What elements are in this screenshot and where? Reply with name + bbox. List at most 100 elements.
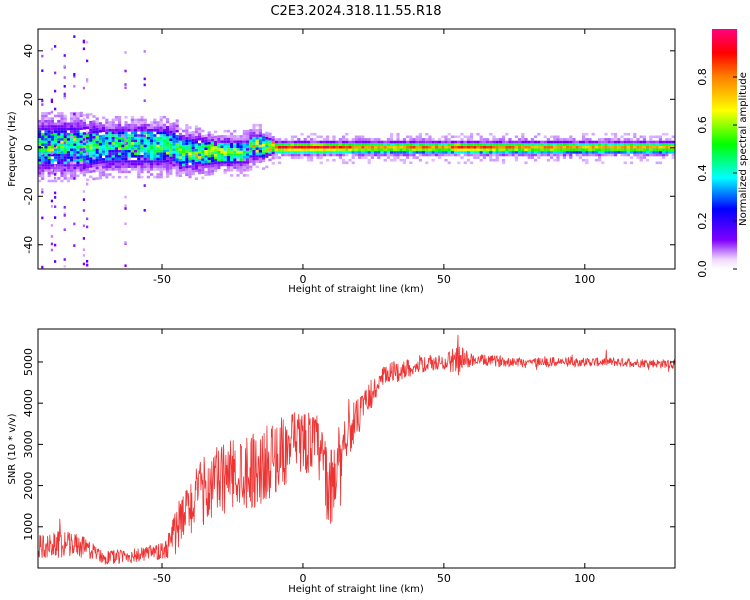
spectrogram-cell (284, 153, 288, 157)
spectrogram-cell (614, 138, 618, 141)
spectrogram-cell (223, 142, 227, 146)
spectrogram-cell (252, 155, 256, 158)
spectrogram-cell (66, 143, 70, 146)
spectrogram-cell (143, 129, 147, 132)
spectrogram-cell (236, 168, 240, 172)
spectrogram-cell (473, 145, 477, 149)
spectrogram-cell (450, 148, 454, 152)
spectrogram-cell (505, 151, 509, 154)
spectrogram-cell (358, 151, 362, 154)
spectrogram-cell (553, 138, 557, 141)
spectrogram-cell (143, 152, 147, 155)
spectrogram-cell (473, 148, 477, 152)
spectrogram-cell (537, 143, 541, 146)
spectrogram-cell (63, 151, 67, 154)
spectrogram-cell (57, 135, 61, 139)
spectrogram-cell (38, 122, 42, 126)
spectrogram-cell (262, 151, 266, 155)
spectrogram-cell (594, 140, 598, 144)
spectrogram-cell (217, 161, 221, 164)
spectrogram-cell (556, 138, 560, 141)
spectrogram-cell (86, 155, 90, 158)
spectrogram-cell (70, 119, 74, 123)
spectrogram-cell (57, 132, 61, 136)
spectrogram-cell (649, 153, 653, 157)
spectrogram-cell (194, 154, 198, 157)
spectrogram-cell (108, 139, 112, 142)
spectrogram-cell (82, 163, 86, 166)
spectrogram-cell (377, 140, 381, 144)
spectrogram-cell (329, 143, 333, 146)
spectrogram-cell (134, 121, 138, 124)
spectrogram-cell (425, 132, 429, 136)
spectrogram-cell (486, 143, 490, 146)
spectrogram-cell (556, 143, 560, 146)
spectrogram-cell (361, 140, 365, 144)
spectrogram-cell (143, 144, 147, 148)
spectrogram-cell (610, 151, 614, 154)
spectrogram-cell (54, 135, 58, 139)
spectrogram-cell (262, 167, 266, 170)
spectrogram-cell (108, 136, 112, 140)
spectrogram-cell (54, 138, 58, 141)
spectrogram-cell (431, 148, 435, 152)
spectrogram-cell (207, 162, 211, 166)
spectrogram-cell (166, 159, 170, 163)
spectrogram-cell (191, 164, 195, 168)
spectrogram-cell (310, 153, 314, 157)
spectrogram-cell (236, 148, 240, 151)
spectrogram-cell (290, 143, 294, 146)
spectrogram-cell (130, 165, 134, 168)
spectrogram-cell (578, 145, 582, 149)
spectrogram-cell (60, 158, 64, 162)
spectrogram-cell (418, 140, 422, 144)
spectrogram-cell (70, 112, 74, 115)
spectrogram-cell (271, 141, 275, 144)
spectrogram-cell (642, 135, 646, 139)
spectrogram-cell (502, 161, 506, 165)
spectrogram-cell (342, 158, 346, 162)
spectrogram-cell (172, 161, 176, 164)
spectrogram-cell (518, 143, 522, 146)
spectrogram-cell (438, 151, 442, 154)
spectrogram-cell (95, 159, 99, 162)
spectrogram-cell (214, 169, 218, 173)
spectrogram-cell (153, 136, 157, 140)
spectrogram-cell (38, 138, 42, 141)
spectrogram-cell (626, 145, 630, 149)
spectrogram-cell (316, 145, 320, 149)
spectrogram-cell (396, 143, 400, 146)
spectrogram-cell (553, 148, 557, 152)
spectrogram-cell (636, 153, 640, 157)
spectrogram-cell (617, 151, 621, 154)
spectrogram-cell (434, 145, 438, 149)
spectrogram-cell (652, 143, 656, 146)
spectrogram-cell (95, 127, 99, 131)
spectrogram-cell (297, 145, 301, 149)
spectrogram-cell (380, 148, 384, 152)
spectrogram-cell (86, 225, 89, 229)
spectrogram-cell (82, 138, 86, 141)
spectrogram-cell (201, 160, 205, 164)
spectrogram-cell (54, 205, 57, 208)
spectrogram-cell (239, 161, 243, 164)
spectrogram-cell (162, 115, 166, 119)
spectrogram-cell (322, 151, 326, 154)
spectrogram-cell (153, 165, 157, 168)
spectrogram-cell (342, 143, 346, 146)
spectrogram-cell (639, 140, 643, 144)
spectrogram-cell (441, 153, 445, 157)
spectrogram-cell (38, 132, 42, 136)
spectrogram-cell (98, 140, 102, 143)
spectrogram-cell (332, 140, 336, 144)
spectrogram-cell (431, 153, 435, 157)
spectrogram-cell (476, 148, 480, 152)
spectrogram-cell (86, 260, 89, 263)
spectrogram-cell (207, 136, 211, 140)
spectrogram-cell (230, 155, 234, 159)
spectrogram-cell (412, 148, 416, 152)
spectrogram-cell (556, 135, 560, 139)
spectrogram-cell (668, 148, 672, 152)
spectrogram-cell (601, 151, 605, 154)
spectrogram-cell (310, 138, 314, 141)
